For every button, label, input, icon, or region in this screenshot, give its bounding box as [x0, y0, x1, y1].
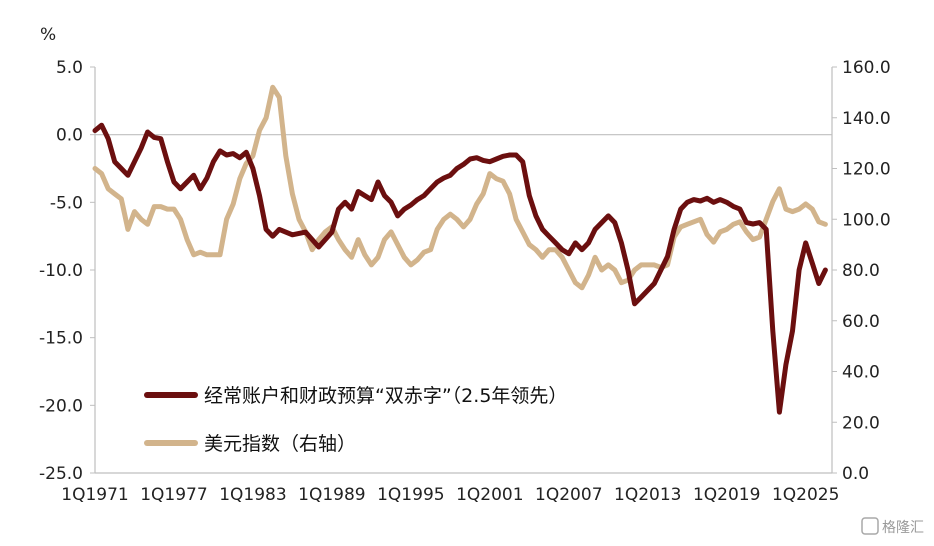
- right-tick-label: 0.0: [842, 464, 869, 484]
- right-tick-label: 40.0: [842, 363, 880, 383]
- series-line-deficit: [92, 122, 828, 415]
- x-tick-label: 1Q1995: [377, 485, 444, 505]
- unit-label: %: [40, 25, 56, 45]
- left-axis-ticks: 5.0 0.0 -5.0 -10.0 -15.0 -20.0 -25.0: [39, 58, 95, 484]
- left-tick-label: -15.0: [39, 329, 83, 349]
- watermark-text: 格隆汇: [882, 520, 924, 536]
- x-tick-label: 1Q1977: [140, 485, 207, 505]
- x-tick-label: 1Q1971: [61, 485, 128, 505]
- right-tick-label: 20.0: [842, 413, 880, 433]
- legend-label-dollar-index: 美元指数（右轴）: [204, 433, 356, 455]
- right-tick-label: 160.0: [842, 58, 891, 78]
- series-layer: [92, 84, 828, 415]
- left-tick-label: 5.0: [56, 58, 83, 78]
- x-tick-label: 1Q2025: [772, 485, 839, 505]
- legend-label-deficit: 经常账户和财政预算“双赤字”（2.5年领先）: [204, 385, 567, 407]
- watermark-logo-icon: [861, 517, 879, 535]
- x-tick-label: 1Q2007: [535, 485, 602, 505]
- x-tick-label: 1Q2019: [693, 485, 760, 505]
- legend: 经常账户和财政预算“双赤字”（2.5年领先） 美元指数（右轴）: [144, 385, 567, 455]
- x-tick-label: 1Q2013: [614, 485, 681, 505]
- watermark: 格隆汇: [861, 517, 924, 536]
- left-tick-label: 0.0: [56, 126, 83, 146]
- left-tick-label: -5.0: [50, 193, 83, 213]
- left-tick-label: -10.0: [39, 261, 83, 281]
- left-tick-label: -20.0: [39, 396, 83, 416]
- x-tick-label: 1Q2001: [456, 485, 523, 505]
- right-tick-label: 80.0: [842, 261, 880, 281]
- x-tick-label: 1Q1983: [219, 485, 286, 505]
- right-tick-label: 60.0: [842, 312, 880, 332]
- right-tick-label: 140.0: [842, 109, 891, 129]
- x-axis-ticks: 1Q1971 1Q1977 1Q1983 1Q1989 1Q1995 1Q2001 1Q20…: [61, 485, 839, 505]
- left-tick-label: -25.0: [39, 464, 83, 484]
- right-axis-ticks: 160.0 140.0 120.0 100.0 80.0 60.0 40.0 20.0 0.0: [832, 58, 891, 484]
- x-tick-label: 1Q1989: [298, 485, 365, 505]
- right-tick-label: 100.0: [842, 210, 891, 230]
- right-tick-label: 120.0: [842, 160, 891, 180]
- series-line-dollar-index: [92, 84, 828, 291]
